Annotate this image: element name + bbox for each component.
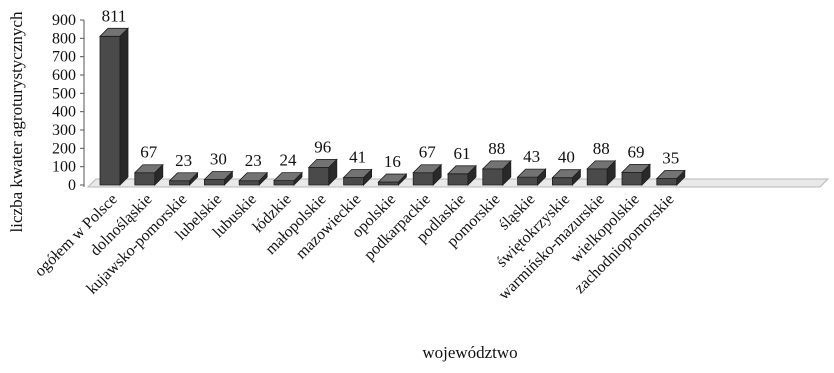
bar-top-face bbox=[238, 172, 269, 182]
bar-front-face bbox=[552, 177, 573, 186]
bar-top-face bbox=[447, 165, 477, 175]
bar-front-face bbox=[273, 180, 295, 186]
bar bbox=[238, 171, 269, 186]
data-label: 67 bbox=[419, 143, 437, 162]
x-axis-title: województwo bbox=[422, 343, 517, 362]
bar bbox=[273, 171, 303, 186]
bar bbox=[412, 163, 443, 186]
y-tick-label: 900 bbox=[52, 12, 76, 29]
data-label: 67 bbox=[140, 143, 158, 162]
bar-top-face bbox=[99, 27, 129, 37]
bar-front-face bbox=[99, 35, 121, 186]
bar-top-face bbox=[551, 169, 582, 179]
bar-top-face bbox=[655, 170, 686, 179]
bar bbox=[133, 163, 164, 186]
data-label: 40 bbox=[558, 148, 575, 167]
bar-front-face bbox=[517, 176, 538, 186]
bar-front-face bbox=[308, 166, 330, 186]
data-label: 30 bbox=[210, 150, 227, 169]
data-label: 24 bbox=[280, 151, 298, 170]
bar-front-face bbox=[586, 168, 608, 186]
bar-front-face bbox=[238, 180, 260, 186]
bar bbox=[621, 163, 651, 186]
bar-side-face bbox=[119, 27, 129, 186]
bar bbox=[377, 173, 408, 186]
bar bbox=[481, 159, 512, 186]
bar bbox=[586, 159, 617, 186]
bar-top-face bbox=[273, 172, 303, 182]
data-label: 69 bbox=[628, 142, 645, 161]
bar-top-face bbox=[412, 164, 443, 174]
y-tick-label: 400 bbox=[52, 104, 76, 121]
bar bbox=[447, 164, 477, 186]
bar-front-face bbox=[447, 173, 469, 186]
bar-front-face bbox=[412, 172, 434, 186]
bar bbox=[516, 168, 547, 186]
y-tick-label: 200 bbox=[52, 140, 76, 157]
data-label: 16 bbox=[384, 152, 401, 171]
data-label: 61 bbox=[454, 144, 471, 163]
bar-front-face bbox=[621, 171, 643, 186]
data-label: 88 bbox=[593, 139, 610, 158]
bar bbox=[99, 27, 129, 186]
y-tick-label: 600 bbox=[52, 67, 76, 84]
bar bbox=[203, 170, 234, 186]
value-labels: 811 67 23 30 23 24 96 41 16 67 61 88 43 40 88 69 35 bbox=[102, 6, 680, 171]
bar bbox=[551, 168, 582, 186]
bar-top-face bbox=[203, 171, 234, 180]
bar-top-face bbox=[377, 173, 408, 183]
data-label: 35 bbox=[662, 149, 679, 168]
bar-top-face bbox=[133, 164, 164, 174]
y-tick-label: 700 bbox=[52, 49, 76, 66]
bar-top-face bbox=[621, 163, 651, 173]
bar bbox=[655, 169, 686, 186]
bars bbox=[99, 27, 686, 186]
bar-front-face bbox=[169, 180, 191, 186]
bar-front-face bbox=[134, 172, 156, 186]
bar-front-face bbox=[377, 181, 399, 186]
bar-front-face bbox=[482, 168, 504, 186]
bar-top-face bbox=[586, 160, 617, 170]
bar bbox=[307, 158, 338, 186]
bar-front-face bbox=[203, 179, 225, 186]
data-label: 811 bbox=[102, 6, 127, 25]
data-label: 23 bbox=[175, 151, 192, 170]
bar bbox=[168, 171, 199, 186]
y-tick-label: 100 bbox=[52, 159, 76, 176]
data-label: 88 bbox=[488, 139, 505, 158]
category-labels: ogółem w Polscedolnośląskiekujawsko-pomo… bbox=[32, 191, 678, 304]
y-tick-label: 500 bbox=[52, 85, 76, 102]
data-label: 41 bbox=[349, 147, 366, 166]
bar-top-face bbox=[516, 168, 547, 178]
data-label: 43 bbox=[523, 147, 540, 166]
bar-top-face bbox=[307, 158, 338, 168]
bar-front-face bbox=[343, 177, 365, 186]
bar-top-face bbox=[481, 160, 512, 170]
y-tick-label: 800 bbox=[52, 30, 76, 47]
data-label: 96 bbox=[314, 137, 331, 156]
bar bbox=[342, 168, 373, 186]
y-tick-label: 300 bbox=[52, 122, 76, 139]
bar-top-face bbox=[168, 172, 199, 182]
bar-top-face bbox=[342, 169, 373, 178]
y-tick-label: 0 bbox=[68, 177, 76, 194]
data-label: 23 bbox=[245, 151, 262, 170]
y-axis-title: liczba kwater agroturystycznych bbox=[7, 11, 26, 232]
bar-front-face bbox=[656, 178, 678, 186]
